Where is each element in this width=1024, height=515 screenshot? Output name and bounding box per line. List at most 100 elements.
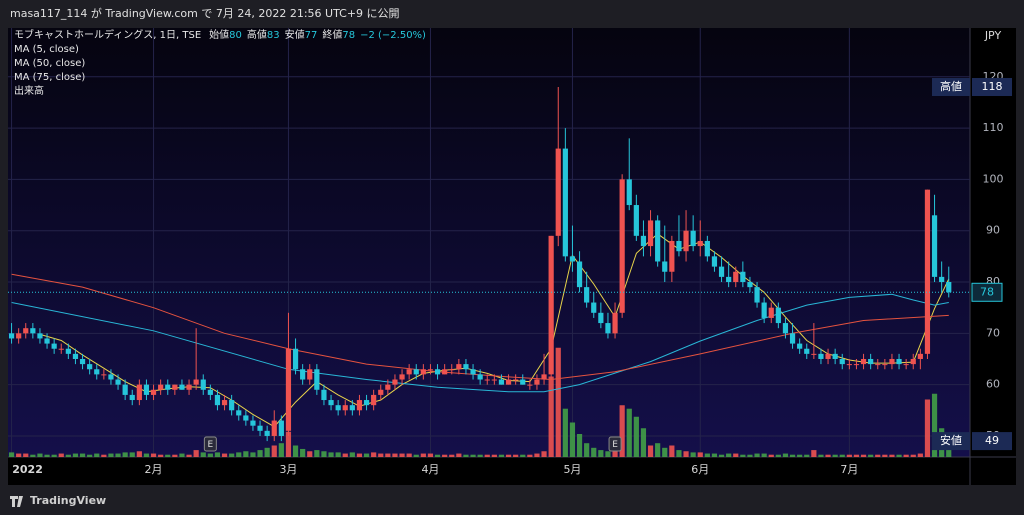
volume-bar <box>931 393 938 457</box>
candle-body <box>683 230 689 252</box>
volume-bar <box>832 454 838 457</box>
legend: モブキャストホールディングス, 1日, TSE 始値80 高値83 安値77 終値78−… <box>14 28 426 97</box>
volume-bar <box>882 454 888 457</box>
volume-bar <box>449 454 455 457</box>
volume-bar <box>548 376 554 457</box>
volume-bar <box>51 454 57 457</box>
volume-bar <box>669 445 675 457</box>
candle-body <box>449 369 455 371</box>
volume-bar <box>697 452 703 457</box>
candle-body <box>236 410 242 416</box>
volume-bar <box>229 453 235 457</box>
candle-body <box>626 179 632 206</box>
candle-body <box>605 323 611 334</box>
volume-bar <box>420 453 426 457</box>
volume-bar <box>101 454 107 457</box>
volume-bar <box>250 452 256 457</box>
volume-bar <box>576 434 583 457</box>
candle-body <box>420 369 426 375</box>
candle-body <box>584 287 590 303</box>
candle-body <box>165 384 171 390</box>
candle-body <box>669 240 675 272</box>
candle-body <box>868 358 874 365</box>
candle-body <box>470 369 476 375</box>
volume-bar <box>300 448 306 457</box>
candle-body <box>491 379 497 381</box>
plot <box>8 28 970 457</box>
candle-body <box>207 389 213 395</box>
volume-bar <box>797 454 803 457</box>
x-tick-label: 7月 <box>840 463 858 476</box>
volume-bar <box>726 453 732 457</box>
marker-value: 49 <box>985 434 999 447</box>
volume-bar <box>889 454 895 457</box>
candle-body <box>456 364 462 370</box>
candle-body <box>569 256 576 262</box>
candle-body <box>619 179 625 313</box>
volume-bar <box>129 452 135 457</box>
candle-body <box>839 358 845 365</box>
volume-bar <box>58 453 64 457</box>
candle-body <box>534 379 540 385</box>
legend-entry: MA (50, close) <box>14 58 85 69</box>
volume-bar <box>541 451 547 457</box>
candle-body <box>108 374 114 380</box>
volume-bar <box>761 453 767 457</box>
candle-body <box>896 358 902 365</box>
candle-body <box>16 333 22 339</box>
volume-bar <box>23 453 29 457</box>
volume-bar <box>711 453 718 457</box>
volume-bar <box>676 450 682 457</box>
x-tick-label: 5月 <box>563 463 581 476</box>
candle-body <box>356 400 363 411</box>
legend-title-line: モブキャストホールディングス, 1日, TSE 始値80 高値83 安値77 終値78−… <box>14 28 426 41</box>
candle-body <box>513 379 519 381</box>
volume-bar <box>150 453 157 457</box>
candle-body <box>718 266 725 277</box>
candle-body <box>58 348 64 350</box>
candle-body <box>939 276 945 283</box>
legend-text: 78 <box>342 30 355 41</box>
candle-body <box>264 430 270 436</box>
legend-text: 終値 <box>322 28 342 41</box>
volume-bar <box>860 454 867 457</box>
volume-bar <box>72 453 79 457</box>
candle-body <box>243 415 249 421</box>
volume-bar <box>584 443 590 457</box>
legend-entry: MA (75, close) <box>14 72 85 83</box>
candle-body <box>37 333 43 339</box>
volume-bar <box>718 454 725 457</box>
candle-body <box>761 302 767 318</box>
candle-body <box>179 384 185 390</box>
volume-bar <box>115 453 121 457</box>
legend-entry: 出来高 <box>14 84 44 97</box>
candle-body <box>392 379 398 385</box>
volume-bar <box>271 445 277 457</box>
candle-body <box>158 384 164 390</box>
candle-body <box>271 420 277 436</box>
currency: JPY <box>984 29 1002 42</box>
candle-body <box>278 420 284 436</box>
candle-body <box>136 384 142 401</box>
candle-body <box>399 374 405 380</box>
candle-body <box>229 400 235 411</box>
volume-bar <box>193 450 199 457</box>
volume-bar <box>555 347 561 457</box>
volume-bar <box>342 453 348 457</box>
candle-body <box>889 358 895 365</box>
candle-body <box>882 364 888 366</box>
candle-body <box>697 240 703 247</box>
candle-body <box>51 343 57 349</box>
candle-body <box>406 369 412 375</box>
event-label: E <box>208 440 214 450</box>
volume-bar <box>399 453 405 457</box>
legend-text: 高値 <box>247 28 267 41</box>
last-price-box <box>971 282 1003 302</box>
candle-body <box>442 369 448 375</box>
volume-bar <box>442 454 448 457</box>
volume-bar <box>747 454 753 457</box>
candle-body <box>527 384 533 386</box>
candle-body <box>832 353 838 359</box>
candle-body <box>797 343 803 349</box>
volume-bar <box>44 454 50 457</box>
